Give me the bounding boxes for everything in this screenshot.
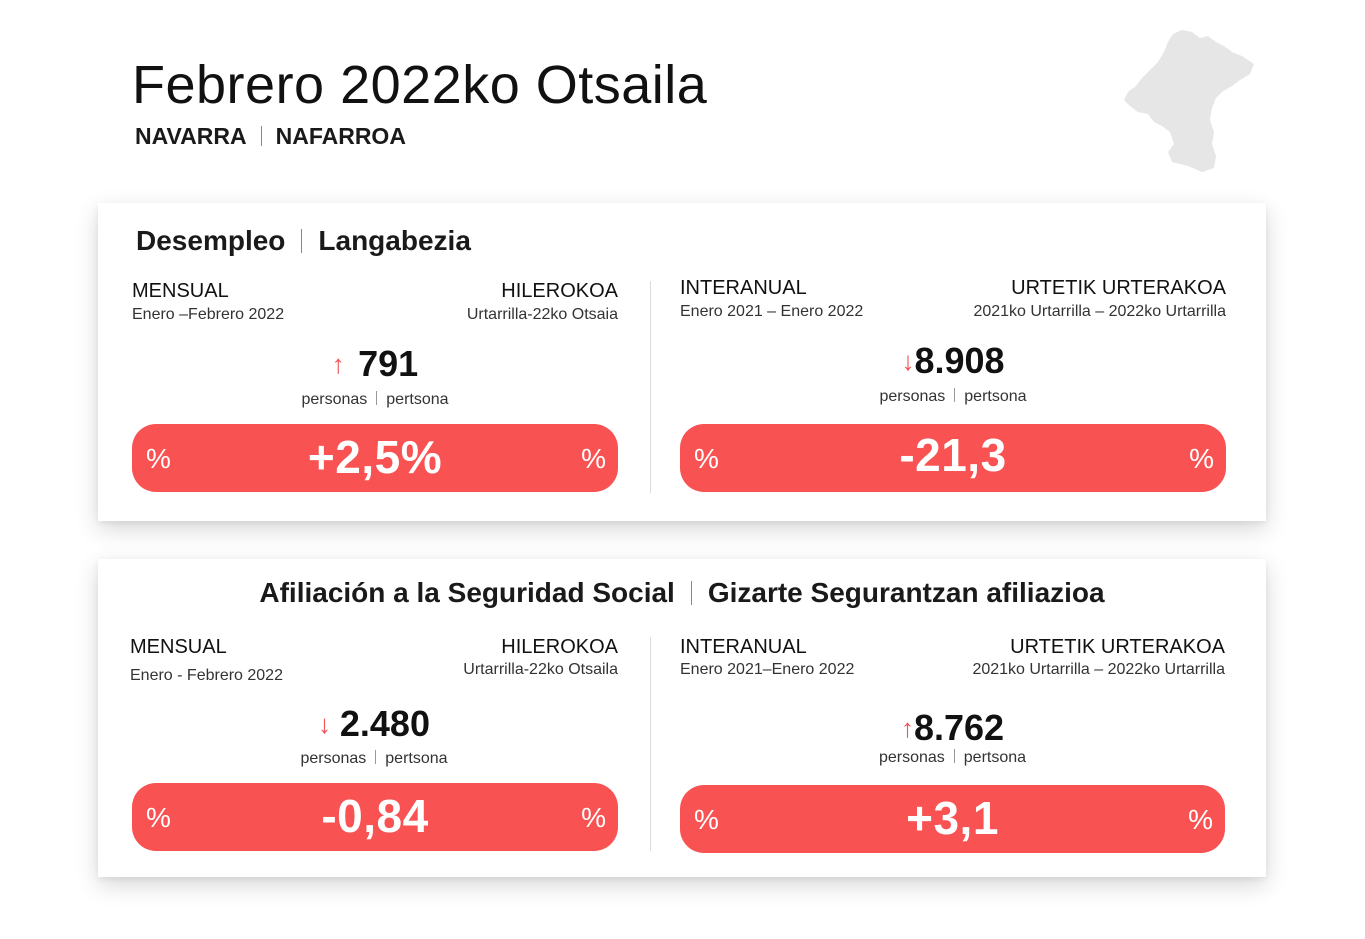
period-label-eu: URTETIK URTERAKOA bbox=[1010, 636, 1225, 658]
period-range-es: Enero –Febrero 2022 bbox=[132, 306, 285, 323]
period-label-es: INTERANUAL bbox=[680, 277, 807, 299]
card-title: Desempleo Langabezia bbox=[136, 225, 471, 257]
title-es: Desempleo bbox=[136, 225, 286, 256]
navarra-map-icon bbox=[1124, 30, 1254, 172]
percent-value: +3,1 bbox=[906, 792, 999, 844]
vertical-divider bbox=[650, 281, 651, 493]
divider bbox=[375, 750, 377, 764]
period-range-eu: 2021ko Urtarrilla – 2022ko Urtarrilla bbox=[973, 303, 1226, 320]
metric: ↑8.762 bbox=[680, 707, 1225, 749]
percent-symbol: % bbox=[581, 443, 606, 474]
percent-symbol: % bbox=[1189, 443, 1214, 474]
period-range-eu: Urtarrilla-22ko Otsaia bbox=[466, 306, 618, 323]
yearly-panel: INTERANUAL URTETIK URTERAKOA Enero 2021 … bbox=[680, 203, 1226, 521]
unit-label: personas pertsona bbox=[132, 391, 618, 409]
metric-value: 791 bbox=[358, 343, 419, 384]
unemployment-card: Desempleo Langabezia MENSUAL HILEROKOA En… bbox=[98, 203, 1266, 521]
percent-pill: % +2,5% % bbox=[132, 424, 618, 492]
period-label-es: MENSUAL bbox=[130, 636, 227, 658]
unit-label: personas pertsona bbox=[130, 750, 618, 768]
period-range-es: Enero 2021 – Enero 2022 bbox=[680, 303, 864, 320]
unit-es: personas bbox=[878, 749, 945, 766]
period-label-eu: HILEROKOA bbox=[501, 636, 618, 658]
period-label-eu: HILEROKOA bbox=[501, 280, 618, 302]
title-es: Afiliación a la Seguridad Social bbox=[259, 577, 675, 608]
page-title: Febrero 2022ko Otsaila bbox=[132, 55, 708, 115]
metric-value: 8.908 bbox=[914, 340, 1005, 381]
metric: ↓8.908 bbox=[680, 340, 1226, 382]
title-eu: Gizarte Segurantzan afiliazioa bbox=[707, 577, 1105, 608]
percent-pill: % -0,84 % bbox=[132, 783, 618, 851]
period-label-es: INTERANUAL bbox=[680, 636, 807, 658]
metric-value: 2.480 bbox=[339, 703, 430, 744]
percent-symbol: % bbox=[146, 443, 171, 474]
unit-eu: pertsona bbox=[386, 391, 449, 408]
percent-symbol: % bbox=[581, 802, 606, 833]
percent-symbol: % bbox=[1188, 804, 1213, 835]
divider bbox=[954, 388, 956, 402]
percent-symbol: % bbox=[694, 443, 719, 474]
region-line: NAVARRA NAFARROA bbox=[135, 123, 406, 150]
monthly-panel: MENSUAL HILEROKOA Enero –Febrero 2022 Ur… bbox=[132, 203, 618, 521]
unit-es: personas bbox=[879, 388, 946, 405]
percent-symbol: % bbox=[146, 802, 171, 833]
period-range-es: Enero - Febrero 2022 bbox=[130, 667, 283, 684]
divider bbox=[376, 391, 378, 405]
up-arrow-icon: ↑ bbox=[331, 349, 345, 379]
period-label-eu: URTETIK URTERAKOA bbox=[1011, 277, 1226, 299]
metric: ↓ 2.480 bbox=[130, 703, 618, 745]
percent-pill: % -21,3 % bbox=[680, 424, 1226, 492]
social-security-card: Afiliación a la Seguridad Social Gizarte … bbox=[98, 559, 1266, 877]
region-eu: NAFARROA bbox=[275, 123, 406, 149]
period-range-es: Enero 2021–Enero 2022 bbox=[680, 661, 855, 678]
unit-eu: pertsona bbox=[385, 750, 448, 767]
unit-label: personas pertsona bbox=[680, 749, 1225, 767]
title-eu: Langabezia bbox=[318, 225, 471, 256]
percent-symbol: % bbox=[694, 804, 719, 835]
percent-value: +2,5% bbox=[307, 431, 443, 483]
unit-es: personas bbox=[301, 391, 368, 408]
unit-eu: pertsona bbox=[964, 388, 1027, 405]
divider bbox=[260, 126, 262, 146]
percent-value: -21,3 bbox=[899, 429, 1007, 481]
up-arrow-icon: ↑ bbox=[900, 713, 914, 743]
period-range-eu: 2021ko Urtarrilla – 2022ko Urtarrilla bbox=[972, 661, 1225, 678]
down-arrow-icon: ↓ bbox=[318, 709, 331, 739]
metric-value: 8.762 bbox=[913, 707, 1005, 748]
metric: ↑ 791 bbox=[132, 343, 618, 385]
region-es: NAVARRA bbox=[135, 123, 247, 149]
vertical-divider bbox=[650, 637, 651, 851]
unit-es: personas bbox=[300, 750, 367, 767]
monthly-panel: MENSUAL HILEROKOA Enero - Febrero 2022 U… bbox=[130, 559, 618, 877]
card-title: Afiliación a la Seguridad Social Gizarte … bbox=[98, 577, 1266, 609]
percent-pill: % +3,1 % bbox=[680, 785, 1225, 853]
period-label-es: MENSUAL bbox=[132, 280, 229, 302]
divider bbox=[953, 749, 955, 763]
down-arrow-icon: ↓ bbox=[901, 346, 915, 376]
divider bbox=[690, 581, 692, 605]
unit-label: personas pertsona bbox=[680, 388, 1226, 406]
period-range-eu: Urtarrilla-22ko Otsaila bbox=[463, 661, 618, 678]
yearly-panel: INTERANUAL URTETIK URTERAKOA Enero 2021–… bbox=[680, 559, 1225, 877]
percent-value: -0,84 bbox=[321, 790, 429, 842]
unit-eu: pertsona bbox=[963, 749, 1027, 766]
divider bbox=[301, 229, 303, 253]
